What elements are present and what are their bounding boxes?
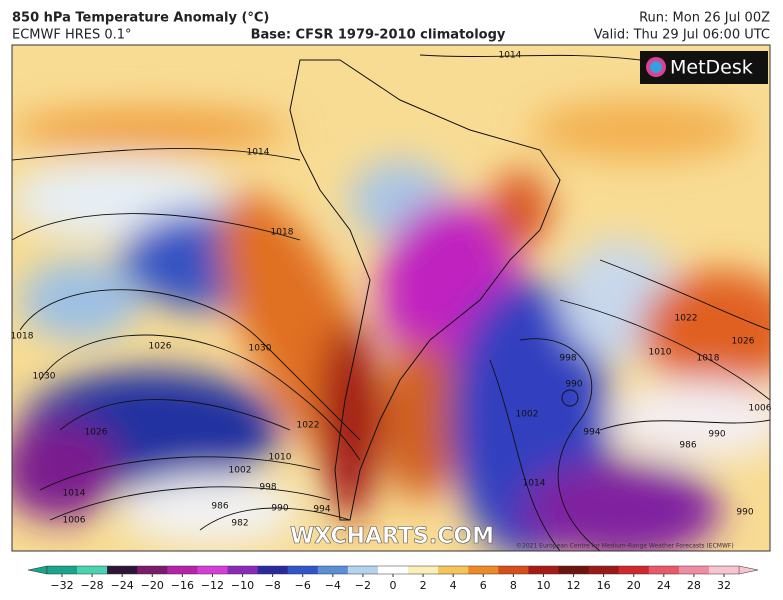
colorbar-segment (287, 566, 319, 574)
isobar-label: 1014 (523, 479, 546, 489)
isobar-label: 1022 (297, 421, 320, 431)
isobar-label: 986 (211, 502, 228, 512)
model: ECMWF HRES 0.1° (12, 28, 132, 43)
colorbar-tick-label: −8 (265, 579, 281, 592)
colorbar-frame (46, 565, 740, 575)
colorbar: −32 −28 −24 −20 −16 −12 −10 −8 −6 −4 −2 0 2 4 6 8 10 12 16… (27, 565, 759, 592)
colorbar-segment (377, 566, 409, 574)
colorbar-end (738, 565, 759, 575)
colorbar-tick-label: 8 (510, 579, 517, 592)
map-frame (11, 44, 771, 552)
isobar-label: 998 (559, 354, 576, 364)
colorbar-tick-label: 24 (657, 579, 671, 592)
valid-time: Valid: Thu 29 Jul 06:00 UTC (594, 28, 770, 43)
isobar-label: 1030 (33, 372, 56, 382)
colorbar-segment (498, 566, 529, 574)
colorbar-segment (648, 566, 680, 574)
isobar-label: 1018 (697, 354, 720, 364)
isobar-label: 990 (708, 430, 725, 440)
colorbar-segment (558, 566, 590, 574)
colorbar-segment (137, 566, 168, 574)
colorbar-segment (257, 566, 289, 574)
isobar-label: 994 (583, 428, 600, 438)
colorbar-segment (347, 566, 379, 574)
colorbar-tick-label: −2 (355, 579, 371, 592)
isobar-label: 1030 (249, 344, 272, 354)
colorbar-tick-label: −6 (295, 579, 311, 592)
colorbar-segment (468, 566, 499, 574)
isobar-label: 1014 (247, 148, 270, 158)
coastline (289, 59, 561, 521)
colorbar-tick-label: −24 (111, 579, 134, 592)
colorbar-segment (77, 566, 108, 574)
isobar-label: 1002 (229, 466, 252, 476)
isobar-label: 1014 (63, 489, 86, 499)
isobar-label: 998 (259, 483, 276, 493)
colorbar-tick-label: 0 (390, 579, 397, 592)
isobar-label: 1026 (732, 337, 755, 347)
isobar-label: 994 (313, 505, 330, 515)
colorbar-tick-label: 6 (480, 579, 487, 592)
logo: MetDesk (640, 51, 768, 84)
colorbar-tick-label: −20 (141, 579, 164, 592)
isobar-label: 1002 (516, 410, 539, 420)
colorbar-segment (678, 566, 710, 574)
isobar-label: 1006 (749, 404, 772, 414)
isobar-label: 1022 (675, 314, 698, 324)
colorbar-tick-label: 12 (567, 579, 581, 592)
isobar-labels: 1014 1014 1018 1018 1026 1030 1030 1026 1022 1010… (11, 51, 772, 529)
colorbar-end (27, 565, 48, 575)
colorbar-segment (317, 566, 349, 574)
colorbar-segment (197, 566, 228, 574)
isobar-label: 1010 (649, 348, 672, 358)
isobar-label: 990 (565, 380, 582, 390)
isobar-label: 1018 (11, 332, 34, 342)
watermark: WXCHARTS.COM (290, 524, 494, 549)
isobar-label: 1026 (149, 342, 172, 352)
colorbar-tick-label: 28 (687, 579, 701, 592)
isobars (12, 54, 770, 551)
colorbar-tick-label: 4 (450, 579, 457, 592)
copyright: ©2021 European Centre for Medium-Range W… (516, 543, 734, 550)
run-time: Run: Mon 26 Jul 00Z (639, 11, 770, 26)
isobar-label: 1018 (271, 228, 294, 238)
colorbar-segment (588, 566, 620, 574)
colorbar-segment (167, 566, 198, 574)
colorbar-segment (438, 566, 469, 574)
isobar-label: 990 (271, 504, 288, 514)
colorbar-tick-label: −12 (201, 579, 224, 592)
colorbar-tick-label: −32 (50, 579, 73, 592)
logo-text: MetDesk (670, 57, 753, 79)
colorbar-segment (107, 566, 138, 574)
colorbar-tick-label: 20 (627, 579, 641, 592)
colorbar-tick-label: −28 (80, 579, 103, 592)
isobar-label: 1014 (499, 51, 522, 61)
colorbar-tick-label: 32 (717, 579, 731, 592)
colorbar-segment (46, 566, 78, 574)
isobar-label: 1010 (269, 453, 292, 463)
map: WXCHARTS.COM ©2021 European Centre for M… (12, 45, 770, 551)
colorbar-tick-label: 10 (536, 579, 550, 592)
isobar-label: 990 (736, 508, 753, 518)
colorbar-tick-label: −16 (171, 579, 194, 592)
colorbar-segment (227, 566, 259, 574)
title: 850 hPa Temperature Anomaly (°C) (12, 11, 269, 26)
isobar-label: 1026 (85, 428, 108, 438)
colorbar-tick-label: 16 (597, 579, 611, 592)
colorbar-segment (708, 566, 740, 574)
colorbar-tick-label: −10 (231, 579, 254, 592)
colorbar-segment (408, 566, 439, 574)
colorbar-tick-label: 2 (420, 579, 427, 592)
colorbar-segment (528, 566, 559, 574)
isobar-label: 986 (679, 441, 696, 451)
base: Base: CFSR 1979-2010 climatology (251, 28, 506, 43)
colorbar-segment (618, 566, 650, 574)
colorbar-tick-label: −4 (325, 579, 341, 592)
isobar-label: 982 (231, 519, 248, 529)
isobar-label: 1006 (63, 516, 86, 526)
